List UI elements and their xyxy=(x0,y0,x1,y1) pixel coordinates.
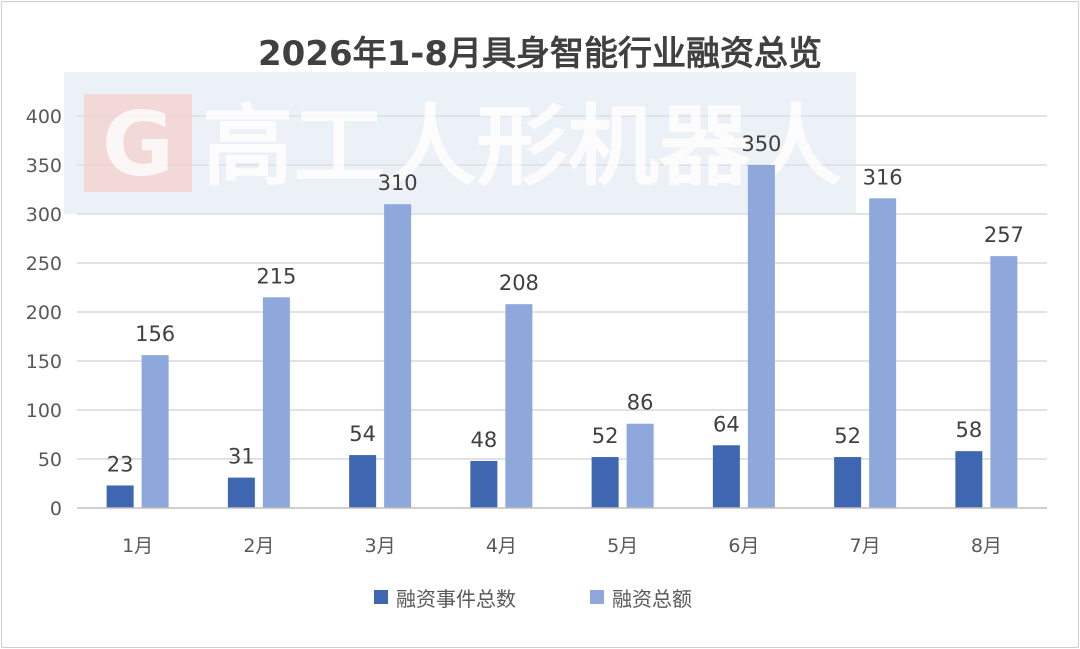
y-tick-label: 150 xyxy=(26,351,62,373)
data-label: 215 xyxy=(256,264,296,288)
x-tick-label: 2月 xyxy=(243,535,274,557)
bar-total-amount xyxy=(747,165,775,508)
x-tick-label: 8月 xyxy=(971,535,1002,557)
x-tick-label: 7月 xyxy=(850,535,881,557)
y-tick-label: 350 xyxy=(26,155,62,177)
data-label: 156 xyxy=(135,322,175,346)
legend-swatch xyxy=(374,590,388,604)
bar-total-amount xyxy=(384,204,412,508)
bar-event-count xyxy=(955,451,983,508)
bar-total-amount xyxy=(626,423,654,508)
watermark-text: 高工人形机器人 xyxy=(202,95,842,198)
data-label: 316 xyxy=(863,165,903,189)
data-label: 208 xyxy=(499,271,539,295)
legend: 融资事件总数 融资总额 xyxy=(374,587,692,611)
y-tick-label: 250 xyxy=(26,253,62,275)
data-label: 310 xyxy=(378,171,418,195)
y-axis-tick-labels: 0 50 100 150 200 250 300 350 400 xyxy=(26,106,62,520)
watermark-band xyxy=(64,72,856,214)
bar-event-count xyxy=(106,485,134,508)
y-tick-label: 0 xyxy=(50,498,62,520)
bar-total-amount xyxy=(141,355,169,508)
y-tick-label: 400 xyxy=(26,106,62,128)
data-label: 350 xyxy=(741,132,781,156)
x-tick-label: 3月 xyxy=(365,535,396,557)
x-tick-label: 5月 xyxy=(607,535,638,557)
data-label: 86 xyxy=(627,391,654,415)
data-label: 257 xyxy=(984,223,1024,247)
bars xyxy=(106,165,1018,508)
legend-label: 融资事件总数 xyxy=(396,587,516,611)
bar-total-amount xyxy=(869,198,897,508)
y-tick-label: 200 xyxy=(26,302,62,324)
data-label: 54 xyxy=(349,422,376,446)
bar-event-count xyxy=(712,445,740,508)
data-labels: 23 156 31 215 54 310 48 208 52 86 64 350 52 316 58 257 xyxy=(107,132,1024,476)
bar-event-count xyxy=(834,457,862,508)
bar-event-count xyxy=(470,460,498,508)
bar-event-count xyxy=(591,457,619,508)
data-label: 31 xyxy=(228,445,255,469)
bar-total-amount xyxy=(505,304,533,508)
data-label: 23 xyxy=(107,452,134,476)
bar-event-count xyxy=(227,477,255,508)
legend-swatch xyxy=(590,590,604,604)
data-label: 52 xyxy=(834,424,861,448)
legend-label: 融资总额 xyxy=(612,587,692,611)
x-tick-label: 1月 xyxy=(122,535,153,557)
watermark: G 高工人形机器人 xyxy=(64,72,856,214)
watermark-logo-box xyxy=(84,94,192,192)
x-axis-tick-labels: 1月 2月 3月 4月 5月 6月 7月 8月 xyxy=(122,535,1002,557)
data-label: 64 xyxy=(713,412,740,436)
x-tick-label: 4月 xyxy=(486,535,517,557)
bar-total-amount xyxy=(262,297,290,508)
bar-event-count xyxy=(349,455,377,508)
y-tick-label: 300 xyxy=(26,204,62,226)
watermark-logo-letter: G xyxy=(102,93,174,196)
data-label: 58 xyxy=(956,418,983,442)
y-tick-label: 100 xyxy=(26,400,62,422)
chart-title: 2026年1-8月具身智能行业融资总览 xyxy=(258,34,822,74)
y-tick-label: 50 xyxy=(38,449,62,471)
data-label: 48 xyxy=(471,428,498,452)
bar-total-amount xyxy=(990,256,1018,508)
data-label: 52 xyxy=(592,424,619,448)
x-tick-label: 6月 xyxy=(728,535,759,557)
